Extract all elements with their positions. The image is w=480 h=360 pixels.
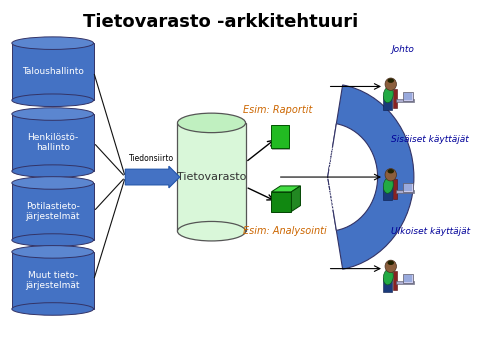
Bar <box>272 125 290 150</box>
Wedge shape <box>328 124 378 230</box>
Text: Tiedonsiirto: Tiedonsiirto <box>129 154 174 163</box>
Text: Johto: Johto <box>391 45 414 54</box>
Bar <box>404 93 412 100</box>
Text: Potilastieto-
järjestelmät: Potilastieto- järjestelmät <box>25 202 80 221</box>
Ellipse shape <box>178 221 246 241</box>
Text: Taloushallinto: Taloushallinto <box>22 67 84 76</box>
Ellipse shape <box>12 108 94 120</box>
Text: Esim: Raportit: Esim: Raportit <box>243 105 312 115</box>
Bar <box>396 190 414 193</box>
Ellipse shape <box>12 234 94 246</box>
Bar <box>178 123 246 231</box>
Text: Henkilöstö-
hallinto: Henkilöstö- hallinto <box>27 133 78 152</box>
Ellipse shape <box>12 177 94 189</box>
Bar <box>393 179 397 199</box>
Text: Muut tieto-
järjestelmät: Muut tieto- järjestelmät <box>25 271 80 290</box>
Bar <box>384 186 392 201</box>
Ellipse shape <box>387 169 394 174</box>
Ellipse shape <box>12 246 94 258</box>
Bar <box>12 43 94 100</box>
Ellipse shape <box>387 261 394 265</box>
Bar <box>271 125 288 148</box>
Circle shape <box>385 168 396 181</box>
Ellipse shape <box>384 177 393 193</box>
Bar <box>384 278 392 292</box>
Polygon shape <box>271 186 300 192</box>
Bar <box>403 183 413 192</box>
Ellipse shape <box>387 78 394 83</box>
Bar <box>404 184 412 191</box>
Bar <box>393 271 397 290</box>
Wedge shape <box>328 85 414 269</box>
Bar <box>393 89 397 108</box>
Bar <box>403 92 413 101</box>
Polygon shape <box>291 186 300 212</box>
Text: Tietovarasto: Tietovarasto <box>177 172 246 182</box>
Text: WWW-Teknologia: WWW-Teknologia <box>328 145 336 210</box>
Ellipse shape <box>12 165 94 177</box>
FancyArrow shape <box>125 166 180 188</box>
Ellipse shape <box>178 113 246 132</box>
Ellipse shape <box>12 94 94 107</box>
Circle shape <box>385 260 396 273</box>
Text: Ulkoiset käyttäjät: Ulkoiset käyttäjät <box>391 227 470 236</box>
Bar <box>384 96 392 110</box>
Bar <box>12 183 94 240</box>
Ellipse shape <box>384 269 393 285</box>
Bar <box>404 275 412 282</box>
Bar <box>403 274 413 283</box>
Text: Esim: Analysointi: Esim: Analysointi <box>243 226 327 236</box>
Ellipse shape <box>12 37 94 49</box>
Bar <box>396 99 414 102</box>
Bar <box>12 252 94 309</box>
Bar <box>12 114 94 171</box>
Bar <box>271 192 291 212</box>
Text: Sisäiset käyttäjät: Sisäiset käyttäjät <box>391 135 469 144</box>
Bar <box>396 282 414 284</box>
Ellipse shape <box>12 303 94 315</box>
Circle shape <box>385 78 396 90</box>
Ellipse shape <box>384 87 393 103</box>
Text: Tietovarasto -arkkitehtuuri: Tietovarasto -arkkitehtuuri <box>83 13 358 31</box>
